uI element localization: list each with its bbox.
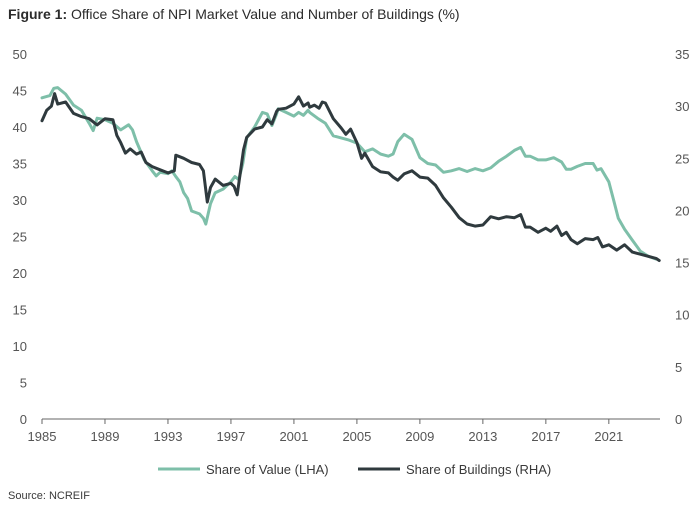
x-tick-label: 1985 [28,429,57,444]
right-y-tick-label: 30 [675,99,689,114]
left-y-tick-label: 35 [13,157,27,172]
x-tick-label: 1993 [154,429,183,444]
left-y-tick-label: 30 [13,193,27,208]
left-y-tick-label: 0 [20,412,27,427]
left-y-tick-label: 5 [20,376,27,391]
right-y-tick-label: 5 [675,360,682,375]
left-y-tick-label: 50 [13,47,27,62]
x-tick-label: 2009 [405,429,434,444]
x-tick-label: 2013 [468,429,497,444]
legend-label: Share of Buildings (RHA) [406,462,551,477]
source-note: Source: NCREIF [8,490,90,502]
x-tick-label: 1997 [216,429,245,444]
figure-label: Figure 1: [8,6,68,22]
right-y-tick-label: 15 [675,256,689,271]
x-tick-label: 2021 [594,429,623,444]
left-y-tick-label: 10 [13,339,27,354]
right-y-tick-label: 20 [675,203,689,218]
left-y-tick-label: 20 [13,266,27,281]
figure-title-text: Office Share of NPI Market Value and Num… [71,6,460,22]
x-tick-label: 2017 [531,429,560,444]
right-y-tick-label: 0 [675,412,682,427]
x-tick-label: 2005 [342,429,371,444]
right-y-tick-label: 35 [675,47,689,62]
left-y-tick-label: 15 [13,303,27,318]
x-tick-label: 2001 [279,429,308,444]
left-y-tick-label: 25 [13,230,27,245]
left-y-tick-label: 40 [13,120,27,135]
left-y-tick-label: 45 [13,84,27,99]
figure-title: Figure 1: Office Share of NPI Market Val… [8,6,460,22]
legend-label: Share of Value (LHA) [206,462,329,477]
series-line-share-of-buildings [40,92,661,262]
right-y-tick-label: 25 [675,151,689,166]
x-tick-label: 1989 [91,429,120,444]
right-y-tick-label: 10 [675,308,689,323]
